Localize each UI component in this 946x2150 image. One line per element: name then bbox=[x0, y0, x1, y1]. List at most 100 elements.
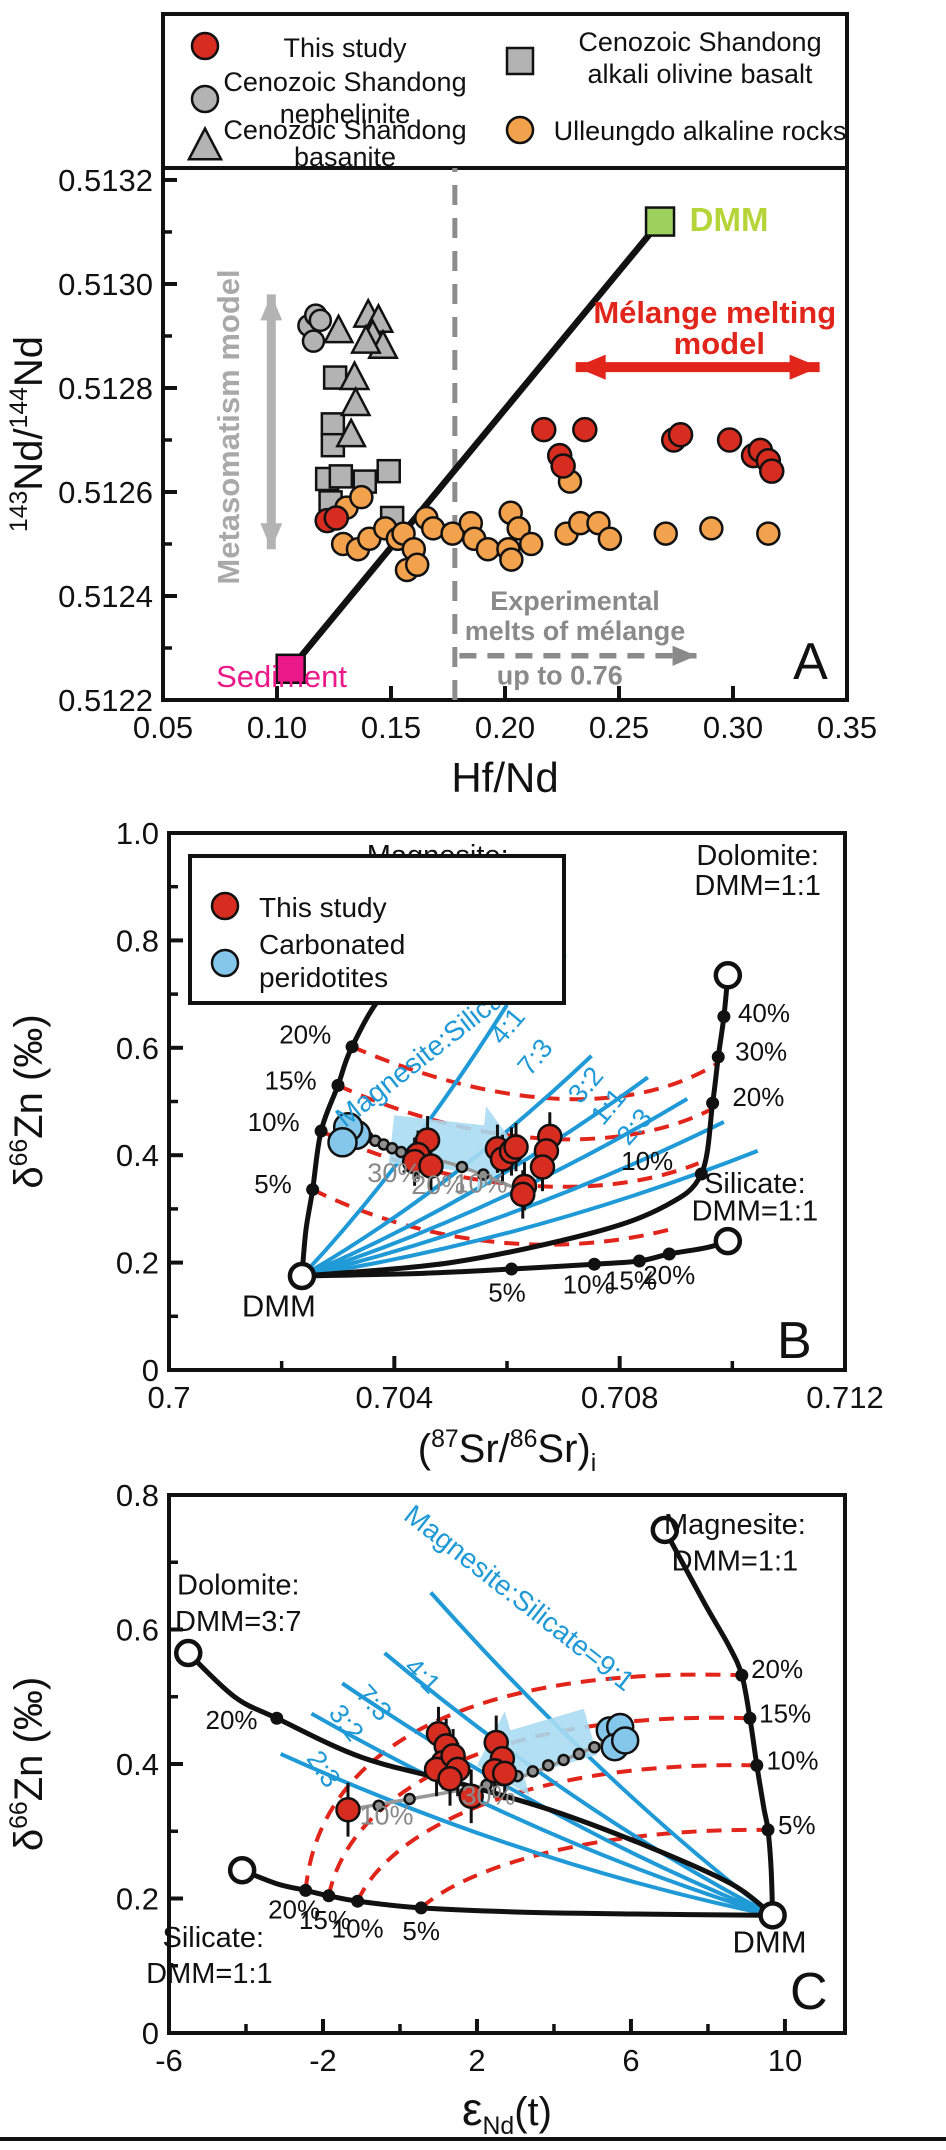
dolomite-mixing-curve-dot bbox=[694, 1167, 708, 1181]
dolomite-mixing-curve-dot bbox=[711, 1050, 725, 1064]
y-tick-label: 0.6 bbox=[116, 1613, 159, 1648]
panel-letter-a: A bbox=[793, 633, 828, 691]
magnesite-10pct-label: 10% bbox=[248, 1107, 300, 1137]
y-tick-label: 0.2 bbox=[116, 1882, 159, 1917]
bottom-rule bbox=[0, 2137, 946, 2141]
top-legend-marker-0 bbox=[190, 31, 220, 61]
experimental-melts-label-2: melts of mélange bbox=[465, 616, 686, 646]
magnesite-silicate-ratio-lines-3 bbox=[301, 1097, 689, 1278]
silicate-endmember-label-2: DMM=1:1 bbox=[146, 1958, 273, 1990]
panel-a: 0.05 0.10 0.15 0.20 0.25 0.30 0.35 0.5132 0.5130… bbox=[6, 163, 877, 801]
peridotite-trend-dots-marker bbox=[541, 1759, 555, 1772]
magnesite-15pct-label: 15% bbox=[759, 1698, 811, 1728]
series-this-study-marker bbox=[491, 1760, 518, 1787]
top-legend-marker-4 bbox=[505, 115, 535, 145]
axis-ticks: 0.7 0.704 0.708 0.712 1.0 0.8 0.6 0.4 0.2 0 bbox=[116, 816, 884, 1415]
dolomite-endmember-label-1: Dolomite: bbox=[177, 1570, 300, 1602]
x-tick-label: 0.35 bbox=[817, 710, 877, 745]
top-legend-marker-3 bbox=[505, 46, 535, 76]
dmm-endmember-marker bbox=[287, 1261, 317, 1291]
y-tick-label: 0.4 bbox=[116, 1138, 159, 1173]
y-tick-label: 0.8 bbox=[116, 923, 159, 958]
axis-ticks: 0.05 0.10 0.15 0.20 0.25 0.30 0.35 0.5132 0.5130… bbox=[58, 163, 877, 745]
x-tick-label: 0.15 bbox=[361, 710, 421, 745]
series-this-study-marker bbox=[667, 422, 694, 448]
panel-letter-c: C bbox=[790, 1963, 828, 2021]
peridotite-trend-dots-marker bbox=[455, 1160, 469, 1174]
magnesite-mixing-curve-dot bbox=[314, 1124, 328, 1138]
dolomite-mixing-curve-endpoint bbox=[713, 961, 743, 990]
x-axis-title: (87Sr/86Sr)i bbox=[418, 1426, 596, 1477]
magnesite-silicate-ratio-lines-1 bbox=[300, 1054, 593, 1278]
series-this-study bbox=[335, 1706, 518, 1837]
x-tick-label: 0.25 bbox=[589, 710, 649, 745]
series-basanite-marker bbox=[339, 385, 372, 417]
magnesite-10pct-label: 10% bbox=[766, 1745, 818, 1775]
metasomatism-model-arrow-head bbox=[260, 523, 283, 550]
x-tick-label: 0.704 bbox=[356, 1380, 434, 1415]
magnesite-silicate-ratio-lines-4 bbox=[301, 1120, 725, 1278]
series-this-study-marker bbox=[510, 1181, 536, 1208]
top-legend-label: This study bbox=[283, 33, 407, 63]
magnesite-mixing-curve-dot bbox=[331, 1078, 345, 1092]
series-nephelinite-marker bbox=[308, 308, 333, 333]
silicate-endmember-label-1: Silicate: bbox=[162, 1922, 264, 1954]
y-tick-label: 0.6 bbox=[116, 1031, 159, 1066]
silicate-mixing-curve-dot bbox=[322, 1889, 336, 1903]
dolomite-mixing-curve bbox=[301, 975, 731, 1279]
magnesite-endmember-label-1: Magnesite: bbox=[664, 1509, 806, 1541]
dolomite-10pct-label: 10% bbox=[621, 1146, 673, 1176]
series-ulleungdo-marker bbox=[699, 516, 724, 541]
trail-20pct-label: 20% bbox=[411, 1170, 465, 1200]
series-ulleungdo-marker bbox=[756, 521, 781, 546]
series-alkali-olivine-basalt-marker bbox=[320, 412, 346, 437]
series-basanite-marker bbox=[350, 323, 382, 354]
series-basanite bbox=[322, 297, 399, 448]
trail-10pct-label: 10% bbox=[453, 1168, 507, 1198]
top-legend-label: Ulleungdo alkaline rocks bbox=[554, 116, 847, 146]
y-tick-label: 0.8 bbox=[116, 1478, 159, 1513]
series-this-study-marker bbox=[572, 416, 598, 443]
dmm-endmember-marker bbox=[644, 206, 676, 237]
melting-contour-5pct bbox=[311, 1187, 671, 1247]
y-tick-label: 0.4 bbox=[116, 1747, 159, 1782]
silicate-mixing-curve-dot bbox=[587, 1257, 601, 1271]
magnesite-15pct-label: 15% bbox=[265, 1066, 317, 1096]
magnesite-mixing-curve bbox=[662, 1528, 776, 1916]
top-legend-label: Cenozoic Shandong bbox=[223, 67, 466, 97]
magnesite-endmember-label-2: DMM=1:1 bbox=[672, 1545, 799, 1577]
series-basanite-marker bbox=[335, 417, 367, 448]
series-ulleungdo-marker bbox=[349, 484, 374, 510]
x-tick-label: 0.10 bbox=[247, 710, 307, 745]
series-basanite-marker bbox=[322, 313, 355, 344]
silicate-mixing-curve-dot bbox=[414, 1901, 428, 1915]
panel-b-legend-label: peridotites bbox=[259, 962, 388, 993]
series-ulleungdo-marker bbox=[404, 552, 430, 578]
y-tick-label: 0.5128 bbox=[58, 371, 153, 406]
panel-letter-b: B bbox=[777, 1312, 812, 1370]
dmm-endmember-marker-marker bbox=[287, 1261, 317, 1291]
silicate-5pct-label: 5% bbox=[402, 1916, 440, 1946]
dmm-label: DMM bbox=[690, 201, 769, 238]
series-ulleungdo-marker bbox=[653, 521, 678, 546]
peridotite-trend-dots-marker bbox=[588, 1740, 601, 1754]
dmm-endmember-marker-marker bbox=[644, 206, 676, 237]
x-tick-label: 0.30 bbox=[703, 710, 763, 745]
panel-b-legend-label: Carbonated bbox=[259, 929, 405, 960]
x-tick-label: 0.20 bbox=[475, 710, 535, 745]
x-tick-label: 0.05 bbox=[133, 710, 193, 745]
series-nephelinite-marker bbox=[301, 329, 326, 353]
series-alkali-olivine-basalt bbox=[314, 365, 405, 531]
magnesite-mixing-curve-dot bbox=[761, 1823, 775, 1837]
peridotite-trend-dots-marker bbox=[477, 1168, 490, 1181]
silicate-5pct-label: 5% bbox=[488, 1277, 526, 1307]
melange-model-label-2: model bbox=[674, 326, 765, 361]
magnesite-silicate-ratio-lines-1 bbox=[383, 1651, 774, 1918]
peridotite-trend-dots-marker bbox=[557, 1753, 570, 1767]
panel-c: -6 -2 2 6 10 0.8 0.6 0.4 0.2 0 εNd(t) δ66Zn (‰) Magn… bbox=[6, 1478, 847, 2140]
series-carbonated-peridotites bbox=[327, 1112, 372, 1158]
melange-model-label-1: Mélange melting bbox=[593, 295, 836, 330]
y-tick-label: 0.5124 bbox=[58, 579, 153, 614]
x-tick-label: 2 bbox=[468, 2043, 485, 2078]
